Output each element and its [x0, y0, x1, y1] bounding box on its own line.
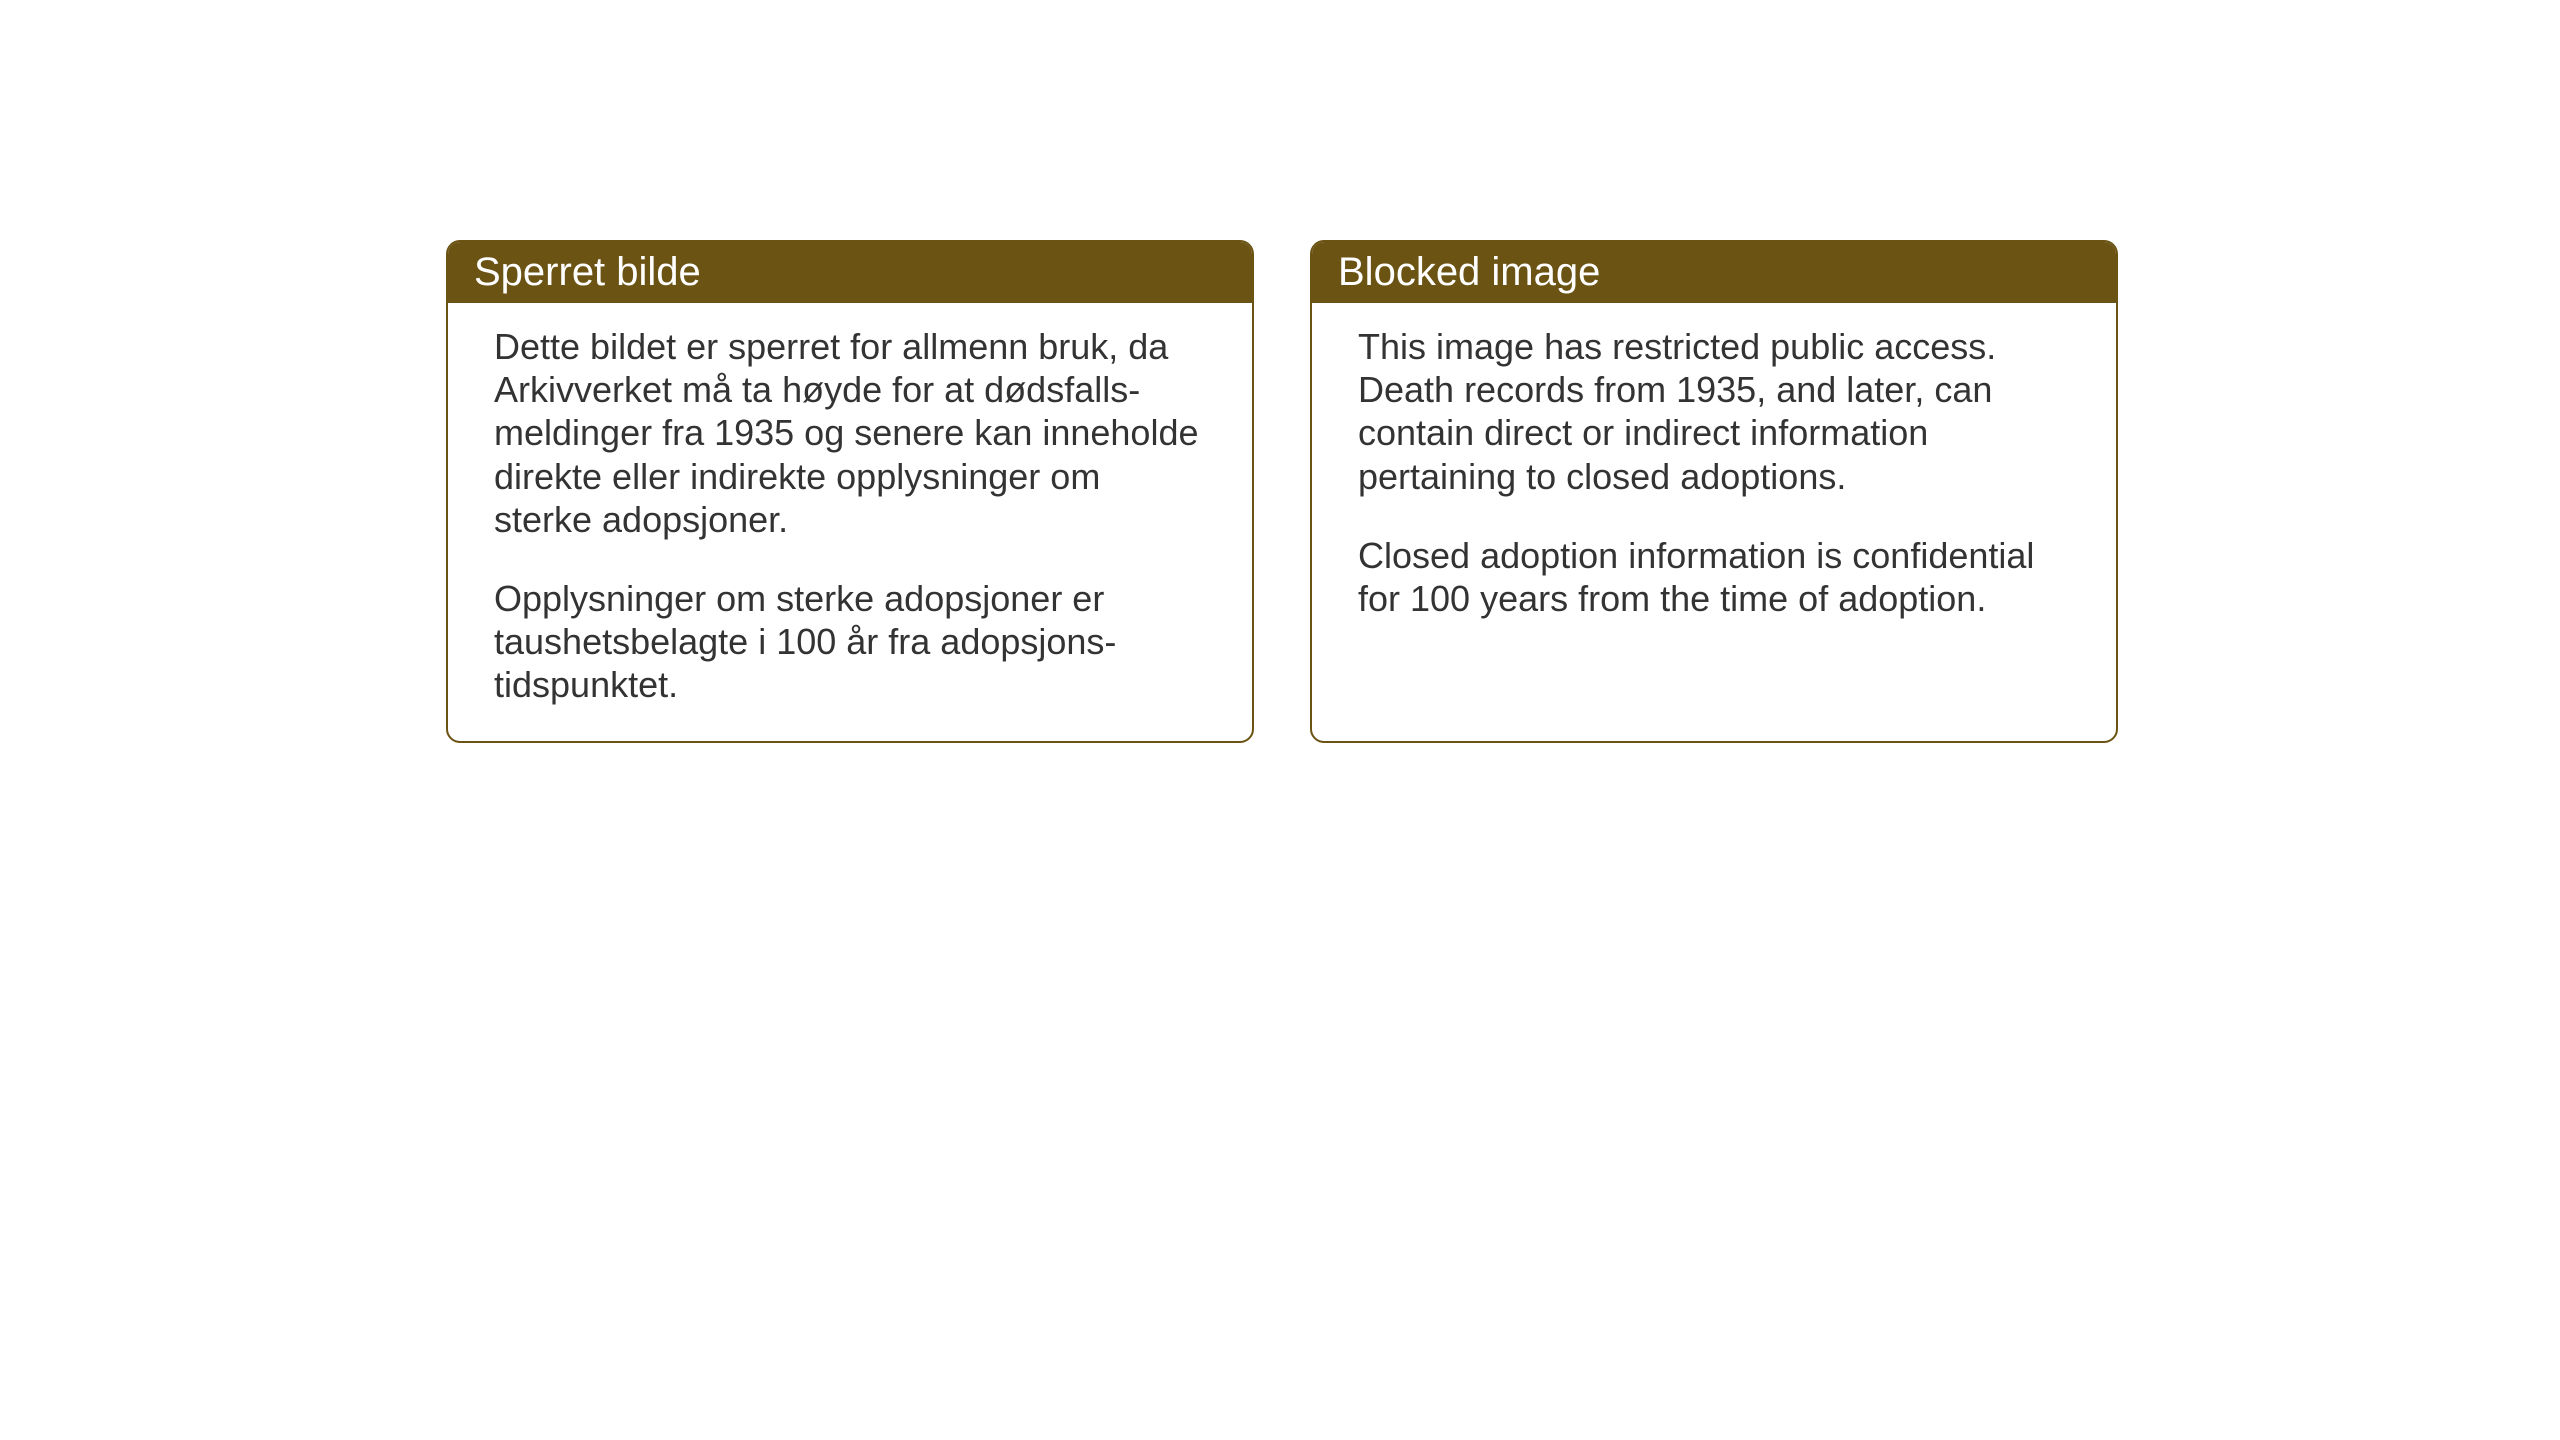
norwegian-paragraph-2: Opplysninger om sterke adopsjoner er tau…	[494, 577, 1206, 707]
english-card-title: Blocked image	[1312, 242, 2116, 303]
norwegian-card-body: Dette bildet er sperret for allmenn bruk…	[448, 303, 1252, 741]
english-paragraph-1: This image has restricted public access.…	[1358, 325, 2070, 498]
english-notice-card: Blocked image This image has restricted …	[1310, 240, 2118, 743]
norwegian-card-title: Sperret bilde	[448, 242, 1252, 303]
norwegian-notice-card: Sperret bilde Dette bildet er sperret fo…	[446, 240, 1254, 743]
english-card-body: This image has restricted public access.…	[1312, 303, 2116, 654]
norwegian-paragraph-1: Dette bildet er sperret for allmenn bruk…	[494, 325, 1206, 541]
cards-container: Sperret bilde Dette bildet er sperret fo…	[446, 240, 2118, 743]
english-paragraph-2: Closed adoption information is confident…	[1358, 534, 2070, 620]
